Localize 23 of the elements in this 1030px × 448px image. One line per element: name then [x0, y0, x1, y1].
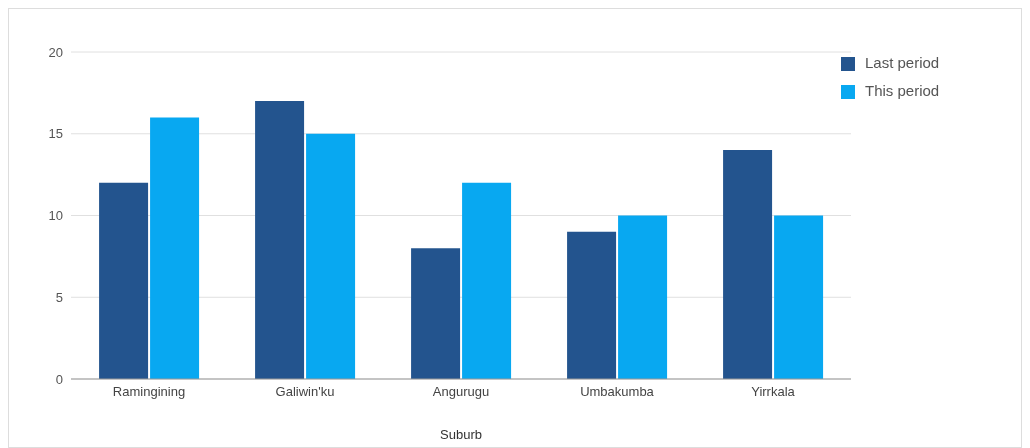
- bar: [306, 133, 356, 379]
- y-tick-label: 5: [55, 289, 63, 305]
- bar: [723, 150, 773, 379]
- bar: [150, 117, 200, 379]
- bar: [255, 101, 305, 379]
- bar: [411, 248, 461, 379]
- bar: [618, 215, 668, 379]
- y-tick-label: 20: [48, 44, 63, 60]
- bar: [99, 182, 149, 379]
- y-tick-label: 15: [48, 126, 63, 142]
- legend-label: Last period: [865, 54, 940, 71]
- x-axis-title: Suburb: [440, 427, 482, 442]
- x-tick-label: Umbakumba: [580, 384, 655, 400]
- legend-label: This period: [865, 82, 940, 99]
- x-tick-label: Yirrkala: [751, 384, 796, 400]
- bar: [774, 215, 824, 379]
- x-tick-label: Galiwin'ku: [275, 384, 335, 400]
- x-tick-label: Angurugu: [432, 384, 490, 400]
- bar: [462, 182, 512, 379]
- y-tick-label: 0: [55, 371, 63, 387]
- y-tick-label: 10: [48, 208, 63, 224]
- x-tick-label: Ramingining: [112, 384, 186, 400]
- bar: [567, 231, 617, 379]
